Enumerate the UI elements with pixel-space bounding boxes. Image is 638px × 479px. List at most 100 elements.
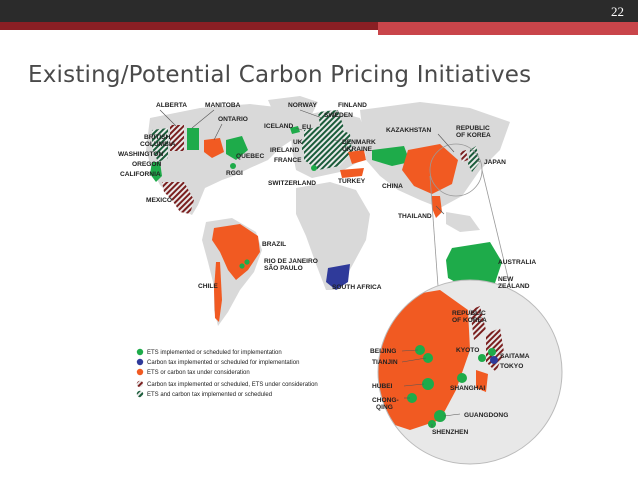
label-sweden: SWEDEN bbox=[324, 112, 353, 119]
legend-orange-dot bbox=[136, 368, 144, 376]
label-switzerland: SWITZERLAND bbox=[268, 180, 316, 187]
region-alberta bbox=[170, 125, 184, 151]
inset-label-kyoto: KYOTO bbox=[456, 347, 479, 354]
label-brazil: BRAZIL bbox=[262, 241, 286, 248]
label-manitoba: MANITOBA bbox=[205, 102, 241, 109]
inset-china bbox=[378, 290, 470, 430]
label-korea-2: OF KOREA bbox=[456, 132, 491, 139]
label-norway: NORWAY bbox=[288, 102, 318, 109]
label-kazakhstan: KAZAKHSTAN bbox=[386, 127, 432, 134]
label-france: FRANCE bbox=[274, 157, 302, 164]
region-south-africa bbox=[326, 264, 350, 290]
inset-dot-shanghai bbox=[457, 373, 467, 383]
inset-dot-saitama bbox=[488, 348, 496, 356]
region-bc bbox=[152, 128, 168, 162]
label-quebec: QUEBEC bbox=[236, 153, 264, 160]
label-finland: FINLAND bbox=[338, 102, 367, 109]
region-ukraine bbox=[348, 150, 366, 164]
region-mexico bbox=[162, 182, 194, 214]
label-sao-paulo: SÃO PAULO bbox=[264, 263, 303, 272]
label-ukraine: UKRAINE bbox=[342, 146, 373, 153]
region-sea bbox=[446, 212, 480, 232]
region-eu bbox=[304, 124, 352, 170]
inset-map bbox=[378, 280, 562, 464]
top-bar bbox=[0, 0, 638, 22]
label-washington: WASHINGTON bbox=[118, 151, 164, 158]
region-kazakhstan bbox=[372, 146, 410, 166]
legend-item-tax: Carbon tax implemented or scheduled for … bbox=[147, 360, 299, 366]
label-chile: CHILE bbox=[198, 283, 218, 290]
label-alberta: ALBERTA bbox=[156, 102, 187, 109]
inset-dot-chongqing bbox=[407, 393, 417, 403]
page-number: 22 bbox=[611, 4, 624, 19]
legend-item-tax-ets-consideration: Carbon tax implemented or scheduled, ETS… bbox=[147, 382, 318, 388]
inset-label-chongqing-2: QING bbox=[376, 404, 393, 411]
label-thailand: THAILAND bbox=[398, 213, 432, 220]
accent-bar bbox=[0, 22, 638, 30]
region-manitoba bbox=[187, 128, 199, 150]
inset-label-tianjin: TIANJIN bbox=[372, 359, 398, 366]
label-mexico: MEXICO bbox=[146, 197, 172, 204]
inset-korea bbox=[470, 306, 486, 340]
legend-stripe-red-dot bbox=[136, 380, 144, 388]
inset-label-korea-1: REPUBLIC bbox=[452, 310, 486, 317]
label-nz-1: NEW bbox=[498, 276, 514, 283]
label-oregon: OREGON bbox=[132, 161, 162, 168]
slide-title: Existing/Potential Carbon Pricing Initia… bbox=[28, 62, 532, 88]
inset-dot-hubei bbox=[422, 378, 434, 390]
region-switzerland bbox=[311, 165, 317, 171]
label-china: CHINA bbox=[382, 183, 403, 190]
label-australia: AUSTRALIA bbox=[498, 259, 536, 266]
accent-bar-right bbox=[378, 22, 638, 35]
label-uk: UK bbox=[293, 139, 303, 146]
region-chile bbox=[214, 262, 222, 322]
label-bc-1: BRITISH bbox=[144, 134, 171, 141]
label-california: CALIFORNIA bbox=[120, 171, 161, 178]
inset-label-tokyo: TOKYO bbox=[500, 363, 523, 370]
label-iceland: ICELAND bbox=[264, 123, 294, 130]
inset-label-saitama: SAITAMA bbox=[500, 353, 530, 360]
label-rggi: RGGI bbox=[226, 170, 243, 177]
legend-stripe-green-dot bbox=[136, 390, 144, 398]
legend-item-consideration: ETS or carbon tax under consideration bbox=[147, 370, 250, 376]
region-turkey bbox=[340, 168, 364, 178]
region-japan bbox=[468, 146, 480, 172]
label-ireland: IRELAND bbox=[270, 147, 300, 154]
inset-dot-kyoto bbox=[478, 354, 486, 362]
region-australia bbox=[446, 242, 502, 290]
label-denmark: DENMARK bbox=[342, 139, 376, 146]
label-japan: JAPAN bbox=[484, 159, 506, 166]
africa bbox=[296, 182, 370, 290]
region-rggi bbox=[230, 163, 236, 169]
label-korea-1: REPUBLIC bbox=[456, 125, 490, 132]
inset-label-beijing: BEIJING bbox=[370, 348, 396, 355]
inset-label-shanghai: SHANGHAI bbox=[450, 385, 485, 392]
label-nz-2: ZEALAND bbox=[498, 283, 530, 290]
label-turkey: TURKEY bbox=[338, 178, 366, 185]
inset-dot-tokyo bbox=[490, 356, 498, 364]
inset-label-guangdong: GUANGDONG bbox=[464, 412, 508, 419]
region-saopaulo bbox=[239, 263, 245, 269]
inset-label-korea-2: OF KOREA bbox=[452, 317, 487, 324]
region-iceland bbox=[290, 126, 300, 134]
legend: ETS implemented or scheduled for impleme… bbox=[136, 348, 318, 398]
region-quebec bbox=[226, 136, 248, 160]
label-bc-2: COLUMBIA bbox=[140, 141, 176, 148]
legend-item-ets-and-tax: ETS and carbon tax implemented or schedu… bbox=[147, 392, 272, 398]
inset-label-chongqing-1: CHONG- bbox=[372, 397, 399, 404]
inset-label-hubei: HUBEI bbox=[372, 383, 393, 390]
legend-green-dot bbox=[136, 348, 144, 356]
region-ontario bbox=[204, 138, 224, 158]
inset-dot-guangdong bbox=[434, 410, 446, 422]
label-rio: RIO DE JANEIRO bbox=[264, 258, 318, 265]
legend-blue-dot bbox=[136, 358, 144, 366]
inset-border bbox=[377, 279, 563, 465]
inset-label-shenzhen: SHENZHEN bbox=[432, 429, 469, 436]
region-west-coast bbox=[150, 162, 162, 182]
legend-item-ets: ETS implemented or scheduled for impleme… bbox=[147, 350, 282, 356]
region-nordic bbox=[318, 110, 344, 134]
region-brazil bbox=[212, 224, 260, 280]
inset-dot-beijing bbox=[415, 345, 425, 355]
label-eu: EU bbox=[302, 124, 311, 131]
